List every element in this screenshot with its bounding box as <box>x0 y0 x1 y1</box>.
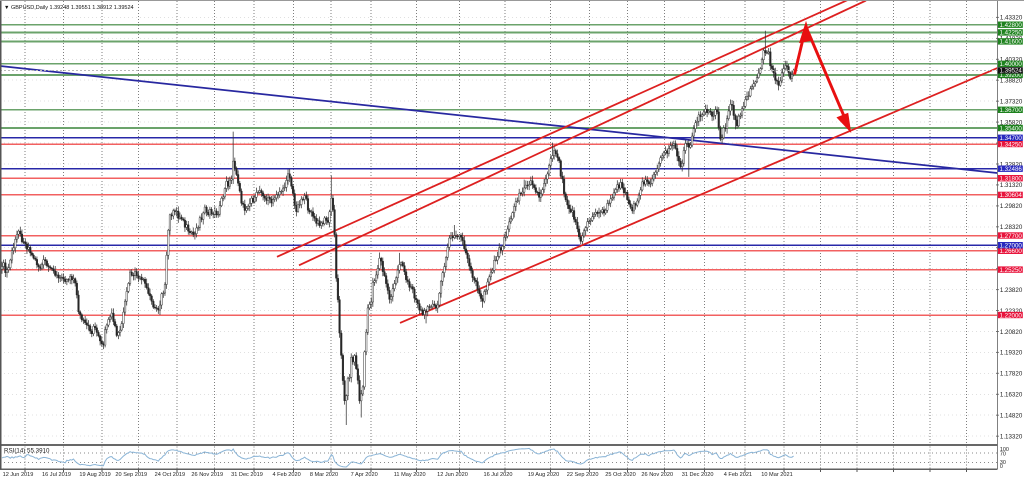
svg-text:4 Feb 2020: 4 Feb 2020 <box>272 472 300 478</box>
svg-text:1.26600: 1.26600 <box>1000 248 1023 255</box>
svg-text:1.42250: 1.42250 <box>1000 30 1023 37</box>
svg-text:1.36700: 1.36700 <box>1000 107 1023 114</box>
svg-text:1.35820: 1.35820 <box>1000 119 1023 126</box>
svg-text:1.30604: 1.30604 <box>1000 192 1023 199</box>
svg-text:1.27000: 1.27000 <box>1000 243 1023 250</box>
svg-text:1.32820: 1.32820 <box>1000 161 1023 168</box>
svg-text:31 Dec 2019: 31 Dec 2019 <box>231 472 263 478</box>
svg-text:19 Aug 2019: 19 Aug 2019 <box>79 472 110 478</box>
svg-text:12 Jun 2020: 12 Jun 2020 <box>437 472 468 478</box>
svg-text:1.25250: 1.25250 <box>1000 267 1023 274</box>
svg-text:1.22000: 1.22000 <box>1000 312 1023 319</box>
svg-text:7 Apr 2020: 7 Apr 2020 <box>351 472 378 478</box>
svg-text:100: 100 <box>1000 447 1009 453</box>
svg-text:25 Oct 2020: 25 Oct 2020 <box>605 472 635 478</box>
svg-text:1.34700: 1.34700 <box>1000 135 1023 142</box>
svg-text:1.23820: 1.23820 <box>1000 287 1023 294</box>
svg-text:1.17820: 1.17820 <box>1000 371 1023 378</box>
svg-text:▼ GBPUSD,Daily 1.39248 1.3955: ▼ GBPUSD,Daily 1.39248 1.39551 1.38912 1… <box>4 5 134 11</box>
svg-text:16 Jul 2020: 16 Jul 2020 <box>484 472 513 478</box>
svg-text:1.43320: 1.43320 <box>1000 15 1023 22</box>
svg-text:1.20820: 1.20820 <box>1000 329 1023 336</box>
svg-text:1.40000: 1.40000 <box>1000 61 1023 68</box>
svg-text:1.22320: 1.22320 <box>1000 308 1023 315</box>
svg-text:1.13320: 1.13320 <box>1000 434 1023 441</box>
svg-text:19 Aug 2020: 19 Aug 2020 <box>528 472 559 478</box>
svg-text:1.37320: 1.37320 <box>1000 99 1023 106</box>
svg-text:4 Feb 2021: 4 Feb 2021 <box>724 472 752 478</box>
svg-text:8 Mar 2020: 8 Mar 2020 <box>310 472 338 478</box>
svg-text:22 Sep 2020: 22 Sep 2020 <box>567 472 599 478</box>
svg-text:1.19320: 1.19320 <box>1000 350 1023 357</box>
svg-text:1.39524: 1.39524 <box>1000 68 1023 75</box>
svg-text:11 May 2020: 11 May 2020 <box>394 472 426 478</box>
svg-text:1.38820: 1.38820 <box>1000 78 1023 85</box>
svg-text:RSI(14) 55.3910: RSI(14) 55.3910 <box>4 448 50 455</box>
svg-text:1.27700: 1.27700 <box>1000 233 1023 240</box>
svg-text:1.35400: 1.35400 <box>1000 125 1023 132</box>
svg-text:1.34250: 1.34250 <box>1000 141 1023 148</box>
svg-text:0: 0 <box>1000 464 1003 470</box>
svg-text:12 Jun 2019: 12 Jun 2019 <box>3 472 34 478</box>
svg-text:10 Mar 2021: 10 Mar 2021 <box>761 472 792 478</box>
svg-text:1.42800: 1.42800 <box>1000 22 1023 29</box>
svg-text:70: 70 <box>1000 451 1006 457</box>
svg-text:24 Oct 2019: 24 Oct 2019 <box>155 472 185 478</box>
svg-text:1.31320: 1.31320 <box>1000 182 1023 189</box>
svg-text:26 Nov 2019: 26 Nov 2019 <box>191 472 223 478</box>
svg-text:1.32486: 1.32486 <box>1000 166 1023 173</box>
svg-text:16 Jul 2019: 16 Jul 2019 <box>42 472 71 478</box>
svg-text:26 Nov 2020: 26 Nov 2020 <box>641 472 673 478</box>
svg-text:1.39200: 1.39200 <box>1000 72 1023 79</box>
svg-text:1.40320: 1.40320 <box>1000 57 1023 64</box>
svg-text:20 Sep 2019: 20 Sep 2019 <box>115 472 147 478</box>
svg-text:1.16320: 1.16320 <box>1000 392 1023 399</box>
svg-text:30: 30 <box>1000 460 1006 466</box>
svg-text:1.41600: 1.41600 <box>1000 39 1023 46</box>
svg-text:1.31800: 1.31800 <box>1000 176 1023 183</box>
svg-text:1.14820: 1.14820 <box>1000 413 1023 420</box>
svg-text:1.28320: 1.28320 <box>1000 224 1023 231</box>
svg-text:31 Dec 2020: 31 Dec 2020 <box>682 472 714 478</box>
svg-text:1.29820: 1.29820 <box>1000 203 1023 210</box>
